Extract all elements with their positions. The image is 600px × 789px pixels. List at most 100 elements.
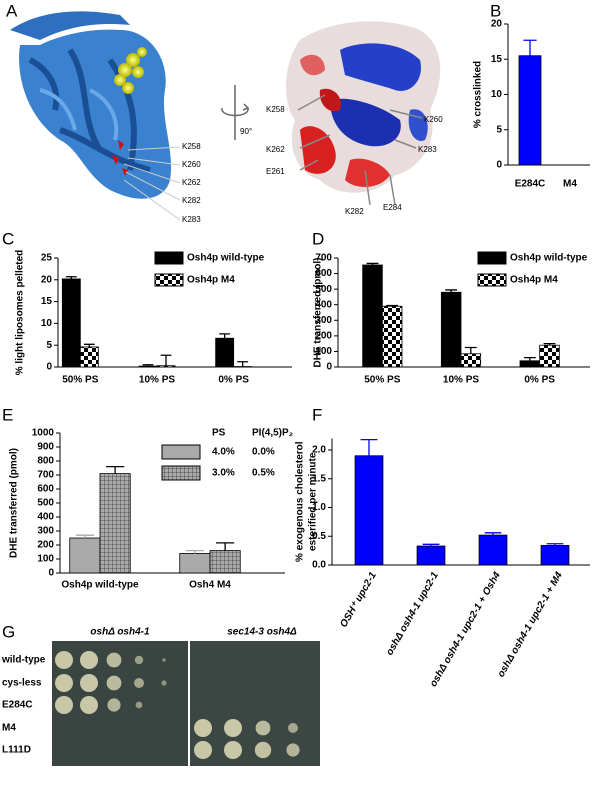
row-label: E284C bbox=[2, 700, 33, 711]
x-tick-label: oshΔ osh4-1 upc2-1 + Osh4 bbox=[428, 570, 503, 689]
x-tick-label: E284C bbox=[515, 179, 546, 190]
panel-label: D bbox=[312, 229, 324, 248]
y-tick-label: 25 bbox=[41, 253, 53, 264]
x-tick-label: 0% PS bbox=[218, 375, 249, 386]
error-bar bbox=[445, 289, 458, 293]
y-tick-label: 200 bbox=[315, 330, 332, 341]
legend-swatch bbox=[154, 273, 184, 287]
spot bbox=[106, 675, 122, 691]
y-tick-label: 0.5 bbox=[312, 531, 326, 542]
error-bar bbox=[65, 276, 77, 279]
error-bar bbox=[422, 543, 440, 547]
y-axis-label: DHE transferred (pmol) bbox=[313, 257, 324, 367]
error-bar bbox=[543, 342, 556, 346]
error-bar bbox=[464, 346, 477, 354]
row-label: wild-type bbox=[1, 655, 46, 666]
x-tick-label: OSH⁺ upc2-1 bbox=[338, 570, 379, 630]
legend-cell: 0.5% bbox=[252, 468, 275, 479]
rotation-label: 90° bbox=[240, 127, 252, 136]
bar bbox=[69, 537, 101, 574]
residue-label: E284 bbox=[383, 203, 402, 212]
y-tick-label: 700 bbox=[37, 470, 54, 481]
spot bbox=[80, 651, 98, 669]
spot bbox=[80, 674, 98, 692]
legend-cell: 3.0% bbox=[212, 468, 235, 479]
bar bbox=[138, 365, 158, 368]
spot bbox=[254, 741, 272, 759]
residue-label: K283 bbox=[418, 145, 437, 154]
spot bbox=[106, 652, 122, 668]
y-tick-label: 0 bbox=[496, 160, 502, 171]
x-tick-label: oshΔ osh4-1 upc2-1 + M4 bbox=[496, 570, 565, 679]
error-bar bbox=[366, 262, 379, 266]
spot bbox=[194, 719, 212, 737]
y-tick-label: 10 bbox=[41, 318, 53, 329]
y-tick-label: 100 bbox=[37, 554, 54, 565]
row-label: L111D bbox=[2, 745, 31, 756]
bar bbox=[179, 553, 211, 574]
panel-label: C bbox=[2, 229, 14, 248]
y-axis-label: DHE transferred (pmol) bbox=[9, 448, 20, 558]
x-tick-label: Osh4 M4 bbox=[189, 580, 231, 591]
spot bbox=[80, 696, 98, 714]
spot bbox=[55, 651, 73, 669]
y-tick-label: 1.5 bbox=[312, 473, 326, 484]
bar bbox=[440, 291, 462, 368]
y-tick-label: 500 bbox=[37, 498, 54, 509]
bar bbox=[61, 278, 81, 368]
y-tick-label: 800 bbox=[37, 456, 54, 467]
error-bar bbox=[484, 532, 502, 536]
y-tick-label: 20 bbox=[491, 19, 503, 30]
residue-label: K260 bbox=[424, 115, 443, 124]
bar bbox=[539, 344, 560, 368]
panel-label: B bbox=[490, 1, 501, 20]
panel-label: E bbox=[2, 405, 13, 424]
bar bbox=[156, 365, 176, 368]
legend-cell: 4.0% bbox=[212, 447, 235, 458]
y-tick-label: 20 bbox=[41, 274, 53, 285]
surface-structure bbox=[285, 21, 441, 206]
y-axis-label: % crosslinked bbox=[473, 61, 484, 128]
plate bbox=[190, 641, 320, 766]
y-tick-label: 200 bbox=[37, 540, 54, 551]
bar bbox=[416, 545, 446, 566]
x-tick-label: 10% PS bbox=[139, 375, 175, 386]
x-tick-label: 10% PS bbox=[443, 375, 479, 386]
residue-label: K262 bbox=[182, 178, 201, 187]
residue-label: K262 bbox=[266, 145, 285, 154]
bar bbox=[460, 353, 482, 368]
x-tick-label: oshΔ osh4-1 upc2-1 bbox=[384, 570, 441, 657]
bar bbox=[540, 545, 570, 566]
y-tick-label: 0.0 bbox=[312, 560, 326, 571]
legend-label: Osh4p wild-type bbox=[187, 253, 265, 264]
spot bbox=[55, 696, 73, 714]
legend-label: Osh4p M4 bbox=[187, 275, 235, 286]
error-bar bbox=[216, 542, 235, 551]
bar bbox=[99, 473, 131, 574]
legend-swatch bbox=[154, 251, 184, 265]
bar bbox=[519, 360, 541, 368]
error-bar bbox=[237, 361, 249, 367]
error-bar bbox=[185, 549, 204, 554]
panel-label: F bbox=[312, 405, 322, 424]
spot bbox=[286, 743, 300, 757]
y-tick-label: 1000 bbox=[32, 428, 55, 439]
spot bbox=[255, 720, 271, 736]
y-tick-label: 500 bbox=[315, 284, 332, 295]
y-tick-label: 600 bbox=[37, 484, 54, 495]
bar bbox=[381, 305, 403, 368]
y-tick-label: 600 bbox=[315, 268, 332, 279]
spot bbox=[134, 655, 144, 665]
legend-header: PS bbox=[212, 428, 226, 439]
error-bar bbox=[142, 364, 154, 367]
bar bbox=[215, 337, 235, 368]
error-bar bbox=[360, 439, 378, 456]
column-header: sec14-3 osh4Δ bbox=[227, 627, 297, 638]
y-tick-label: 15 bbox=[41, 296, 53, 307]
spot bbox=[161, 680, 167, 686]
y-tick-label: 400 bbox=[315, 299, 332, 310]
ribbon-structure bbox=[10, 11, 181, 221]
yeast-spots bbox=[55, 651, 300, 759]
bar bbox=[518, 55, 542, 166]
y-tick-label: 300 bbox=[37, 526, 54, 537]
